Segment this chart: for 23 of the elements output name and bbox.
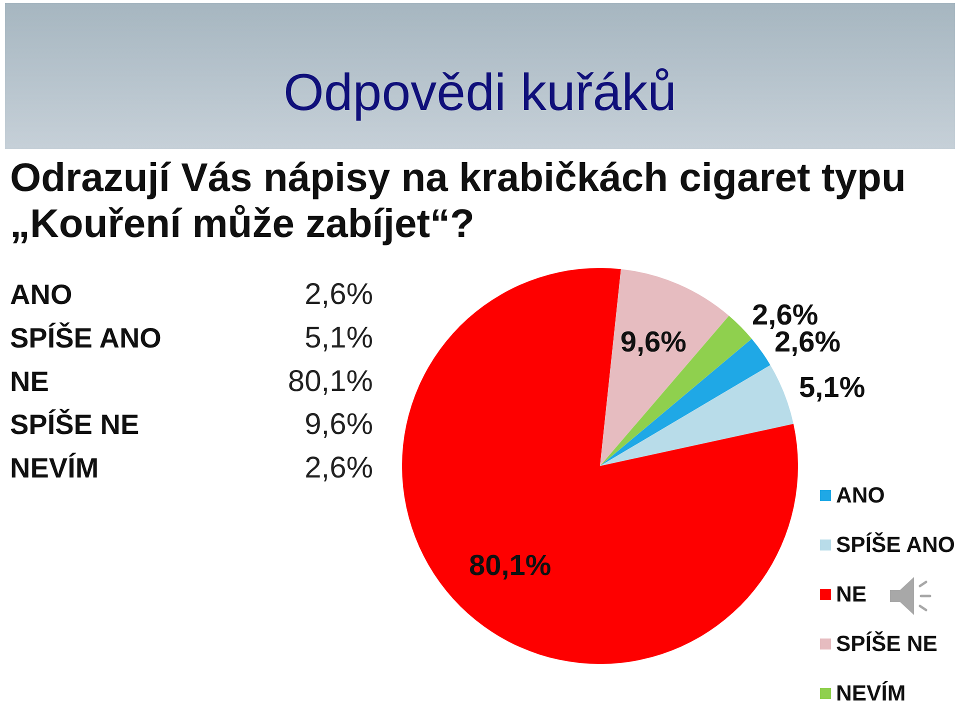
pie-slice — [600, 269, 729, 466]
category-label: NEVÍM — [10, 452, 99, 484]
category-label: SPÍŠE ANO — [10, 322, 162, 354]
legend-label: NEVÍM — [836, 680, 906, 706]
pie-slice — [600, 365, 794, 466]
data-label: 80,1% — [288, 364, 373, 398]
text: 9,6% — [304, 408, 373, 442]
category-label: NE — [10, 366, 49, 397]
text: 2,6% — [304, 278, 373, 311]
data-label: 9,6% — [620, 326, 687, 358]
legend-label: NE — [836, 582, 867, 606]
text: 80,1% — [468, 550, 552, 582]
data-label: 5,1% — [799, 372, 866, 404]
legend-label: ANO — [836, 482, 885, 508]
category-label: ANO — [10, 279, 72, 310]
category-label: SPÍŠE NE — [10, 409, 140, 440]
text: 5,1% — [304, 321, 373, 354]
chart-title: Odpovědi kuřáků — [283, 64, 677, 122]
text: 2,6% — [304, 452, 373, 485]
legend-label: SPÍŠE ANO — [836, 532, 955, 557]
pie-slice — [600, 316, 752, 466]
chart-subtitle: Odrazují Vás nápisy na krabičkách cigaret typu „Kouření může zabíjet“? — [10, 156, 906, 246]
legend-label: SPÍŠE NE — [836, 631, 938, 656]
